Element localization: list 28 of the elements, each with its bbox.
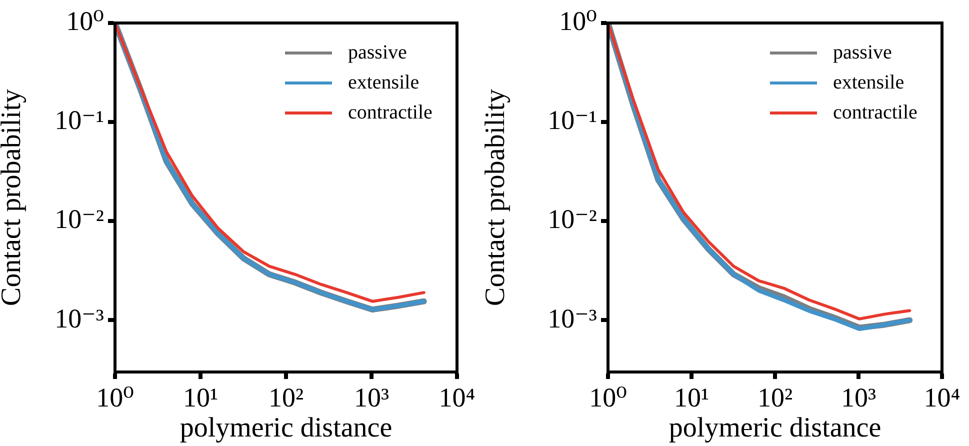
y-tick-label: 10⁻¹ [548, 105, 597, 136]
x-tick-label: 10⁰ [96, 382, 134, 412]
x-tick-label: 10⁰ [589, 382, 628, 412]
legend-label: extensile [833, 71, 904, 94]
x-tick-label: 10³ [354, 382, 390, 412]
y-tick-label: 10⁻¹ [54, 105, 104, 136]
x-tick-label: 10⁴ [438, 382, 476, 412]
x-tick-label: 10¹ [182, 382, 218, 412]
legend-label: extensile [348, 71, 420, 94]
y-axis-title: Contact probability [0, 89, 28, 306]
y-axis-title: Contact probability [480, 89, 512, 306]
legend-label: contractile [348, 101, 433, 124]
x-tick-label: 10¹ [674, 382, 710, 412]
y-tick-label: 10⁰ [66, 6, 104, 36]
legend-label: passive [348, 41, 407, 64]
x-axis-title: polymeric distance [668, 412, 882, 444]
x-tick-label: 10² [268, 382, 304, 412]
y-tick-label: 10⁻² [548, 204, 597, 234]
x-tick-label: 10³ [840, 382, 876, 412]
legend-label: passive [833, 41, 892, 64]
y-tick-label: 10⁻³ [54, 303, 104, 334]
x-tick-label: 10⁴ [924, 382, 960, 412]
y-tick-label: 10⁻³ [548, 303, 597, 334]
x-tick-label: 10² [757, 382, 793, 412]
legend-label: contractile [833, 101, 918, 124]
x-axis-title: polymeric distance [180, 412, 392, 444]
y-tick-label: 10⁻² [54, 204, 104, 234]
y-tick-label: 10⁰ [559, 6, 598, 36]
